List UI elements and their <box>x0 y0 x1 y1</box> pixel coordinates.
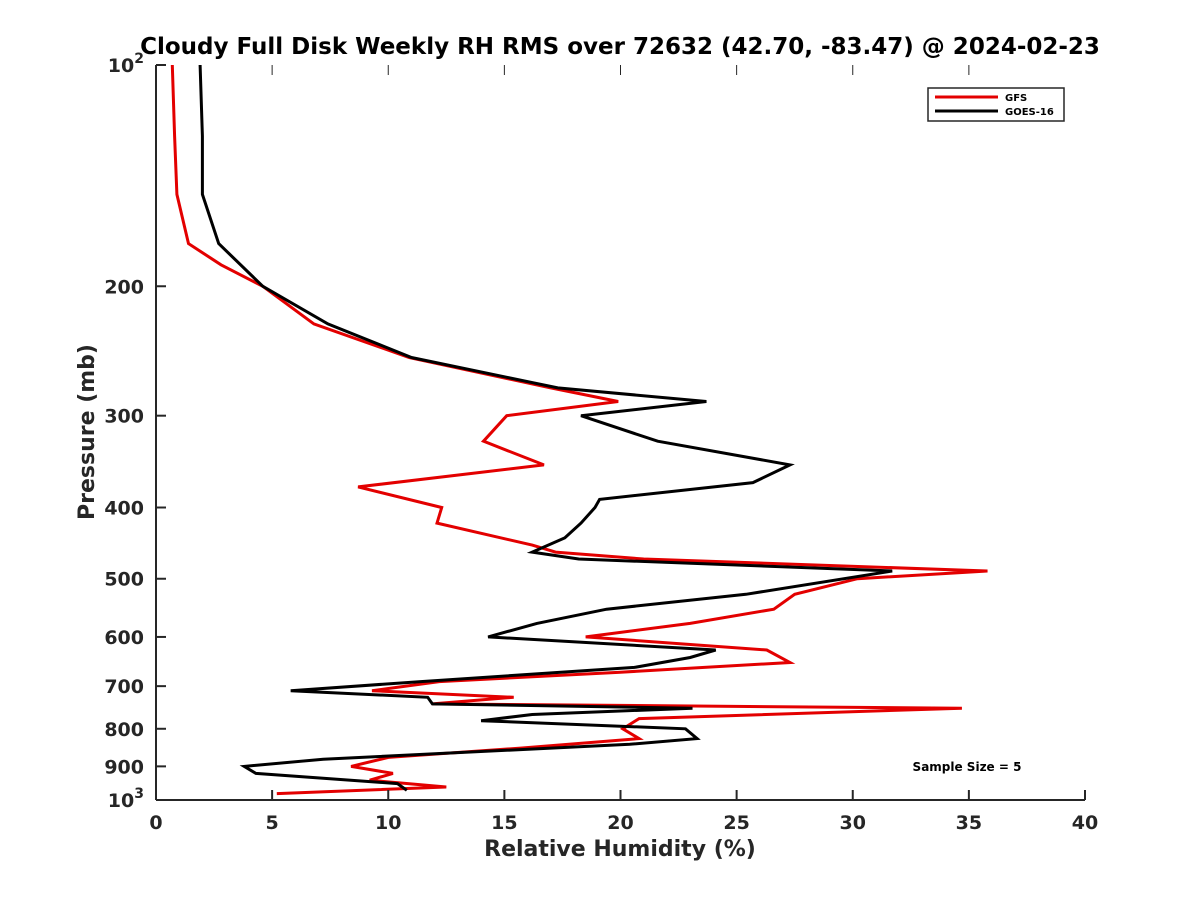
y-tick-label: 200 <box>104 276 144 298</box>
legend-box <box>927 87 1065 122</box>
y-tick-label: 300 <box>104 406 144 428</box>
legend-label-goes16: GOES-16 <box>1005 107 1054 118</box>
x-tick-label: 20 <box>607 812 633 834</box>
x-tick-label: 5 <box>266 812 279 834</box>
y-tick-label: 700 <box>104 676 144 698</box>
y-tick-label: 900 <box>104 756 144 778</box>
x-ticks: 0 5 10 15 20 25 30 35 40 <box>149 65 1098 834</box>
x-tick-label: 35 <box>956 812 982 834</box>
y-ticks: 102 200 300 400 500 600 700 800 900 103 <box>104 51 166 812</box>
y-tick-label: 103 <box>108 786 144 812</box>
chart-title: Cloudy Full Disk Weekly RH RMS over 7263… <box>140 34 1100 60</box>
legend-label-gfs: GFS <box>1005 93 1027 104</box>
x-tick-label: 15 <box>491 812 517 834</box>
sample-size-annotation: Sample Size = 5 <box>913 760 1022 774</box>
y-tick-label: 400 <box>104 498 144 520</box>
y-tick-label: 102 <box>108 51 144 77</box>
x-axis-label: Relative Humidity (%) <box>484 837 756 862</box>
series-line-goes16 <box>198 64 893 792</box>
x-tick-label: 0 <box>149 812 162 834</box>
x-tick-label: 40 <box>1072 812 1098 834</box>
y-tick-label: 600 <box>104 627 144 649</box>
x-tick-label: 10 <box>375 812 401 834</box>
y-tick-label: 500 <box>104 569 144 591</box>
x-tick-label: 25 <box>723 812 749 834</box>
series-layer <box>170 64 988 796</box>
x-tick-label: 30 <box>840 812 866 834</box>
y-tick-label: 800 <box>104 719 144 741</box>
y-axis-label: Pressure (mb) <box>75 344 100 520</box>
legend: GFS GOES-16 <box>927 87 1065 122</box>
plot-area <box>156 65 1085 800</box>
